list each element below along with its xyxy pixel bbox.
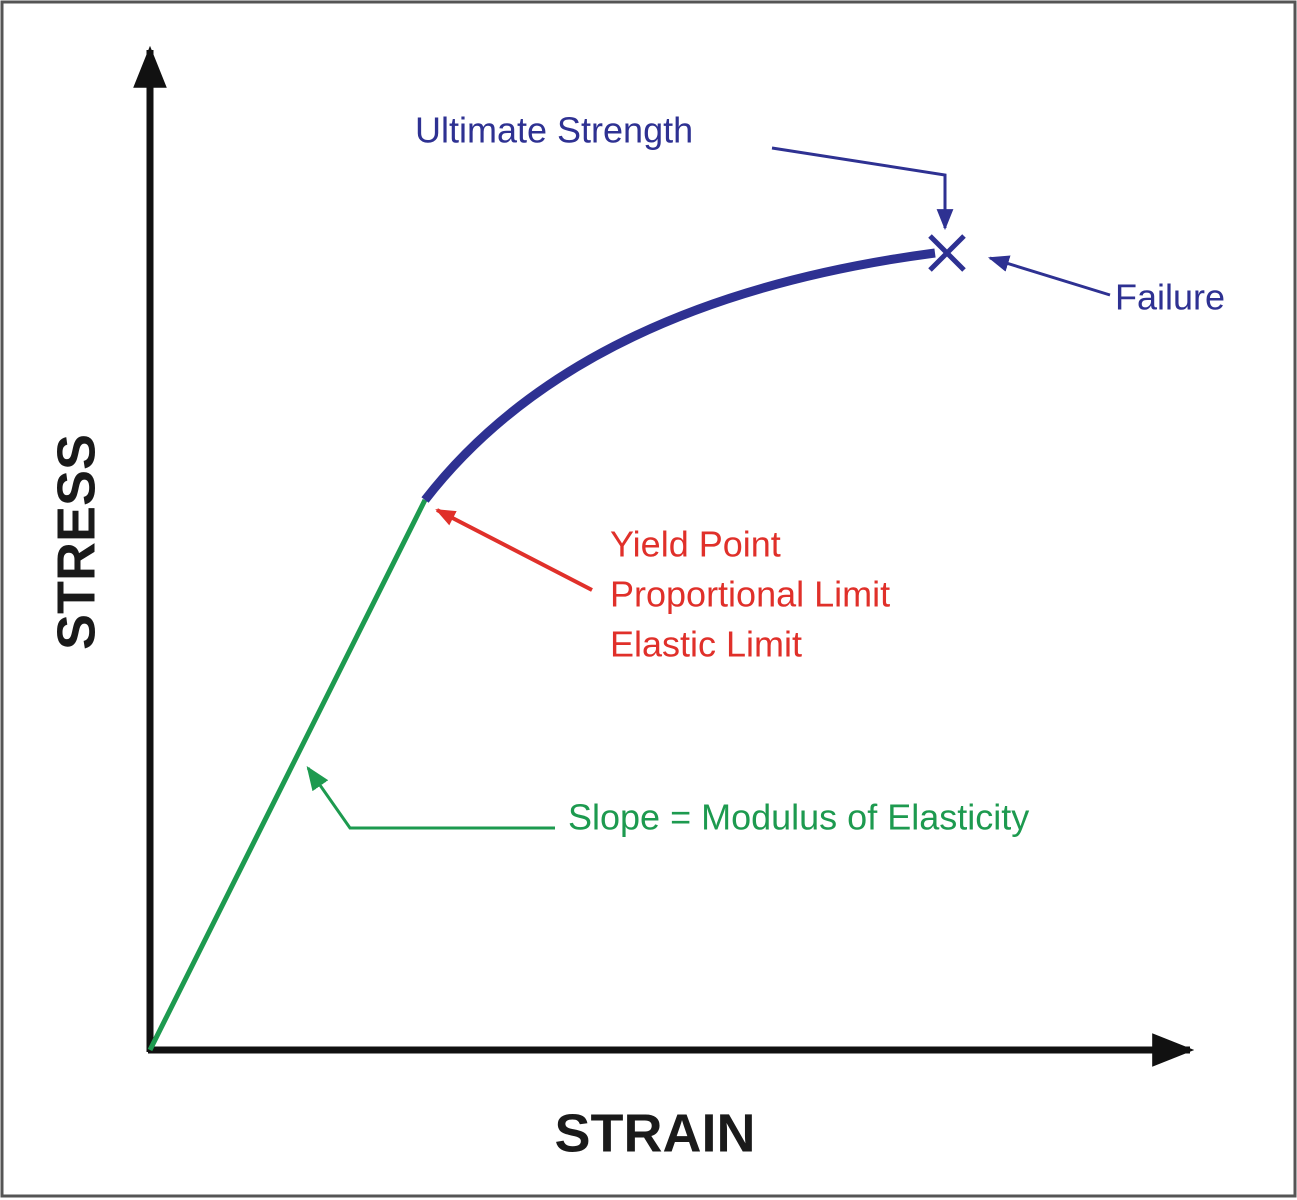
- ultimate-label: Ultimate Strength: [415, 110, 693, 151]
- slope-label: Slope = Modulus of Elasticity: [568, 797, 1029, 838]
- elastic-line: [147, 498, 428, 1052]
- yield-label: Proportional Limit: [610, 574, 890, 615]
- failure-mark: [928, 234, 966, 272]
- plastic-curve: [421, 248, 936, 503]
- failure-label: Failure: [1115, 277, 1225, 318]
- yield-label: Elastic Limit: [610, 624, 802, 665]
- y-axis-label: STRESS: [46, 434, 106, 650]
- x-axis-label: STRAIN: [555, 1103, 756, 1163]
- yield-leader: [435, 508, 593, 592]
- ultimate-leader: [771, 146, 954, 231]
- failure-leader: [987, 255, 1111, 297]
- slope-leader: [306, 766, 555, 830]
- yield-label: Yield Point: [610, 524, 781, 565]
